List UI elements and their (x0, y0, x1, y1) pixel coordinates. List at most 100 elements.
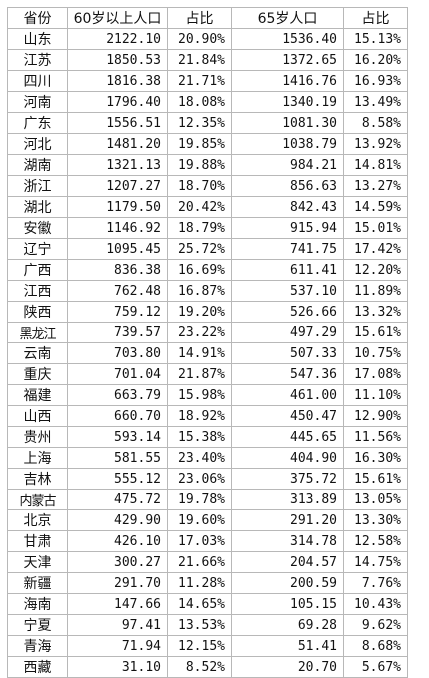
share-65-cell[interactable]: 17.08% (343, 363, 408, 385)
share-60-cell[interactable]: 21.71% (167, 70, 232, 92)
pop-60-cell[interactable]: 300.27 (67, 551, 168, 573)
pop-60-cell[interactable]: 581.55 (67, 447, 168, 469)
province-cell[interactable]: 青海 (7, 635, 68, 657)
pop-65-cell[interactable]: 611.41 (231, 259, 344, 281)
pop-65-cell[interactable]: 497.29 (231, 322, 344, 343)
province-cell[interactable]: 安徽 (7, 217, 68, 239)
share-65-cell[interactable]: 5.67% (343, 656, 408, 678)
pop-65-cell[interactable]: 1038.79 (231, 133, 344, 155)
share-60-cell[interactable]: 23.40% (167, 447, 232, 469)
pop-60-cell[interactable]: 1321.13 (67, 154, 168, 176)
share-65-cell[interactable]: 12.20% (343, 259, 408, 281)
province-cell[interactable]: 广西 (7, 259, 68, 281)
pop-60-cell[interactable]: 1816.38 (67, 70, 168, 92)
province-cell[interactable]: 湖北 (7, 196, 68, 218)
province-cell[interactable]: 天津 (7, 551, 68, 573)
pop-65-cell[interactable]: 842.43 (231, 196, 344, 218)
share-60-cell[interactable]: 19.60% (167, 509, 232, 531)
share-60-cell[interactable]: 23.22% (167, 322, 232, 343)
pop-60-cell[interactable]: 97.41 (67, 614, 168, 636)
pop-60-cell[interactable]: 31.10 (67, 656, 168, 678)
share-60-cell[interactable]: 18.70% (167, 175, 232, 197)
header-province[interactable]: 省份 (7, 7, 68, 29)
share-65-cell[interactable]: 13.05% (343, 489, 408, 510)
province-cell[interactable]: 云南 (7, 342, 68, 364)
share-60-cell[interactable]: 18.08% (167, 91, 232, 113)
pop-60-cell[interactable]: 759.12 (67, 301, 168, 323)
pop-65-cell[interactable]: 291.20 (231, 509, 344, 531)
share-65-cell[interactable]: 15.01% (343, 217, 408, 239)
share-65-cell[interactable]: 10.75% (343, 342, 408, 364)
share-65-cell[interactable]: 11.10% (343, 384, 408, 406)
province-cell[interactable]: 广东 (7, 112, 68, 134)
share-65-cell[interactable]: 10.43% (343, 593, 408, 615)
pop-65-cell[interactable]: 1081.30 (231, 112, 344, 134)
province-cell[interactable]: 贵州 (7, 426, 68, 448)
share-65-cell[interactable]: 12.90% (343, 405, 408, 427)
share-65-cell[interactable]: 17.42% (343, 238, 408, 260)
province-cell[interactable]: 陕西 (7, 301, 68, 323)
province-cell[interactable]: 山西 (7, 405, 68, 427)
pop-60-cell[interactable]: 291.70 (67, 572, 168, 594)
share-65-cell[interactable]: 15.13% (343, 28, 408, 50)
share-65-cell[interactable]: 13.27% (343, 175, 408, 197)
pop-65-cell[interactable]: 1416.76 (231, 70, 344, 92)
province-cell[interactable]: 辽宁 (7, 238, 68, 260)
pop-60-cell[interactable]: 71.94 (67, 635, 168, 657)
share-60-cell[interactable]: 21.87% (167, 363, 232, 385)
pop-60-cell[interactable]: 739.57 (67, 322, 168, 343)
province-cell[interactable]: 重庆 (7, 363, 68, 385)
pop-65-cell[interactable]: 105.15 (231, 593, 344, 615)
province-cell[interactable]: 西藏 (7, 656, 68, 678)
share-65-cell[interactable]: 16.30% (343, 447, 408, 469)
share-65-cell[interactable]: 16.20% (343, 49, 408, 71)
share-65-cell[interactable]: 15.61% (343, 468, 408, 490)
share-60-cell[interactable]: 13.53% (167, 614, 232, 636)
province-cell[interactable]: 浙江 (7, 175, 68, 197)
province-cell[interactable]: 宁夏 (7, 614, 68, 636)
share-65-cell[interactable]: 13.92% (343, 133, 408, 155)
share-65-cell[interactable]: 11.56% (343, 426, 408, 448)
province-cell[interactable]: 上海 (7, 447, 68, 469)
share-65-cell[interactable]: 14.59% (343, 196, 408, 218)
share-65-cell[interactable]: 13.49% (343, 91, 408, 113)
share-60-cell[interactable]: 23.06% (167, 468, 232, 490)
pop-65-cell[interactable]: 547.36 (231, 363, 344, 385)
share-60-cell[interactable]: 18.92% (167, 405, 232, 427)
share-65-cell[interactable]: 8.68% (343, 635, 408, 657)
pop-60-cell[interactable]: 1850.53 (67, 49, 168, 71)
pop-65-cell[interactable]: 204.57 (231, 551, 344, 573)
share-60-cell[interactable]: 15.38% (167, 426, 232, 448)
pop-65-cell[interactable]: 375.72 (231, 468, 344, 490)
pop-65-cell[interactable]: 856.63 (231, 175, 344, 197)
pop-65-cell[interactable]: 1536.40 (231, 28, 344, 50)
province-cell[interactable]: 福建 (7, 384, 68, 406)
pop-65-cell[interactable]: 915.94 (231, 217, 344, 239)
pop-65-cell[interactable]: 51.41 (231, 635, 344, 657)
pop-60-cell[interactable]: 1796.40 (67, 91, 168, 113)
share-60-cell[interactable]: 19.78% (167, 489, 232, 510)
share-60-cell[interactable]: 17.03% (167, 530, 232, 552)
share-60-cell[interactable]: 15.98% (167, 384, 232, 406)
pop-60-cell[interactable]: 1095.45 (67, 238, 168, 260)
pop-60-cell[interactable]: 429.90 (67, 509, 168, 531)
pop-60-cell[interactable]: 426.10 (67, 530, 168, 552)
share-60-cell[interactable]: 21.84% (167, 49, 232, 71)
pop-65-cell[interactable]: 741.75 (231, 238, 344, 260)
province-cell[interactable]: 北京 (7, 509, 68, 531)
share-60-cell[interactable]: 20.42% (167, 196, 232, 218)
pop-65-cell[interactable]: 526.66 (231, 301, 344, 323)
header-share-60[interactable]: 占比 (167, 7, 232, 29)
share-65-cell[interactable]: 7.76% (343, 572, 408, 594)
province-cell[interactable]: 海南 (7, 593, 68, 615)
share-65-cell[interactable]: 8.58% (343, 112, 408, 134)
share-60-cell[interactable]: 8.52% (167, 656, 232, 678)
province-cell[interactable]: 黑龙江 (7, 322, 68, 343)
pop-65-cell[interactable]: 984.21 (231, 154, 344, 176)
pop-60-cell[interactable]: 660.70 (67, 405, 168, 427)
pop-60-cell[interactable]: 1207.27 (67, 175, 168, 197)
pop-60-cell[interactable]: 593.14 (67, 426, 168, 448)
pop-65-cell[interactable]: 314.78 (231, 530, 344, 552)
share-60-cell[interactable]: 12.35% (167, 112, 232, 134)
pop-65-cell[interactable]: 461.00 (231, 384, 344, 406)
